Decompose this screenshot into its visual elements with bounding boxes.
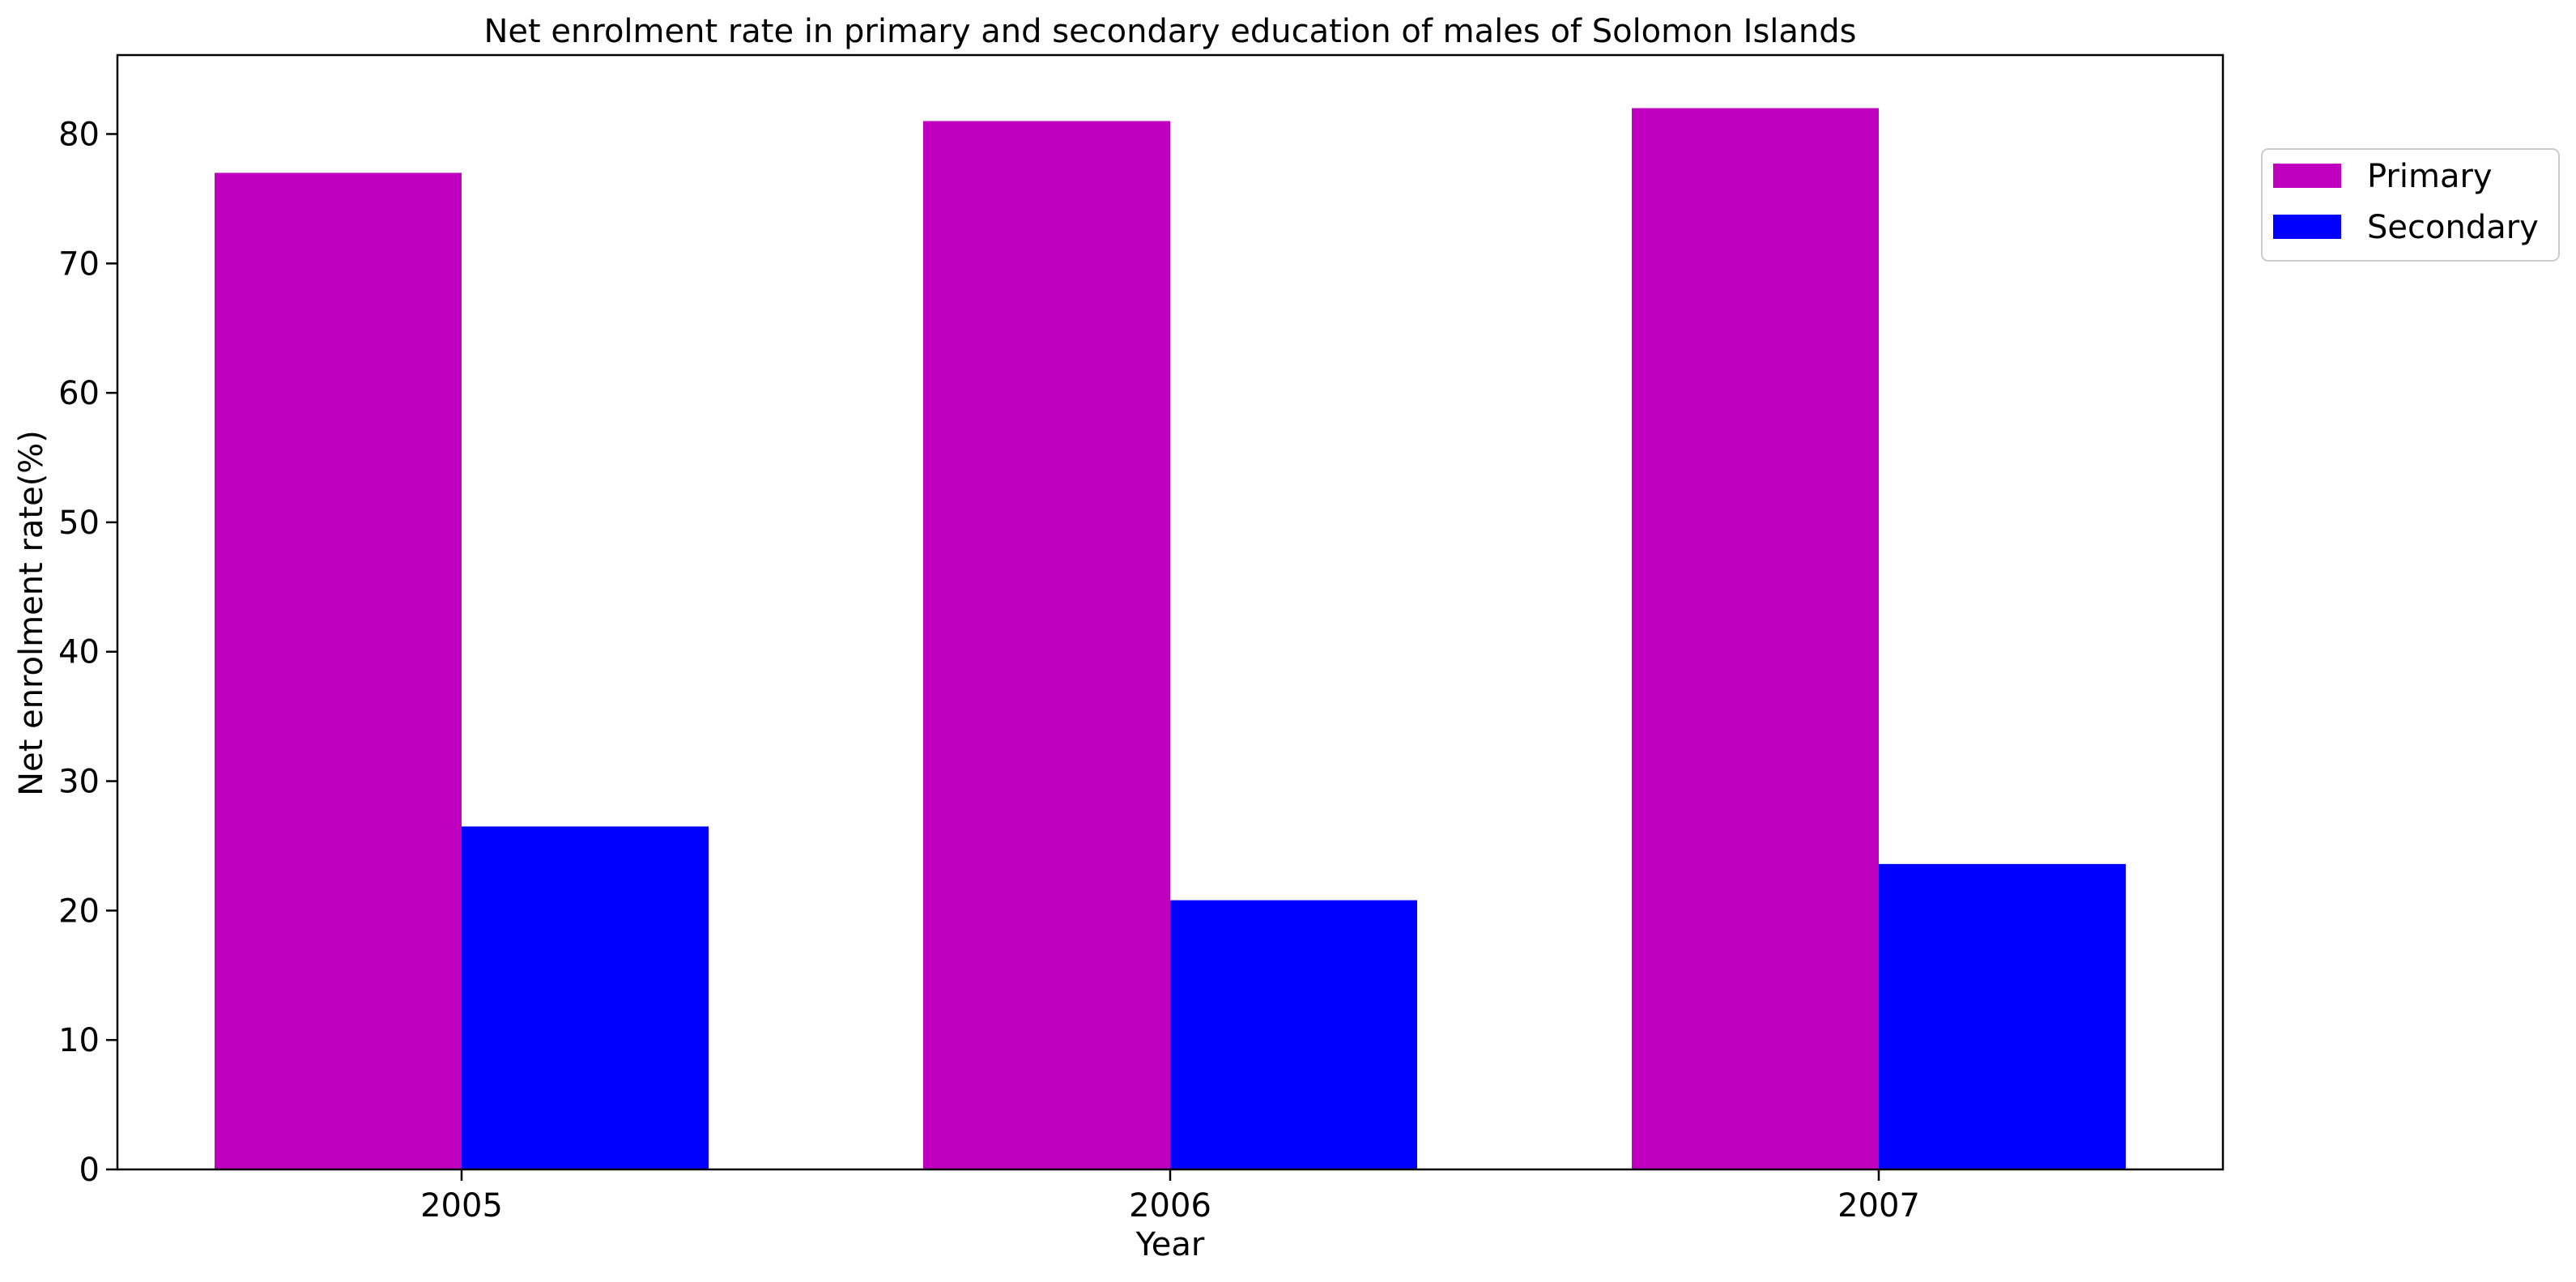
legend: Primary Secondary <box>2261 148 2560 262</box>
plot-area-frame <box>116 53 2225 1171</box>
y-tick-label: 60 <box>58 375 100 412</box>
x-tick-label-2006: 2006 <box>1129 1187 1211 1225</box>
legend-swatch-primary <box>2273 164 2341 188</box>
bar-primary-2007 <box>1632 108 1879 1169</box>
y-tick-label: 50 <box>58 505 100 542</box>
bar-secondary-2006 <box>1170 900 1417 1169</box>
bars-layer <box>215 108 2126 1169</box>
bar-secondary-2005 <box>462 826 709 1169</box>
legend-label-primary: Primary <box>2367 158 2493 195</box>
y-tick-label: 30 <box>58 764 100 801</box>
y-tick-label: 20 <box>58 892 100 930</box>
ticks-layer: 0 10 20 30 40 50 60 70 80 2005 2006 2007 <box>58 116 1920 1225</box>
legend-items: Primary Secondary <box>2273 158 2539 246</box>
x-tick-label-2005: 2005 <box>420 1187 503 1225</box>
y-axis-label: Net enrolment rate(%) <box>13 430 50 796</box>
x-axis-label: Year <box>1135 1226 1205 1263</box>
y-tick-label: 40 <box>58 634 100 671</box>
y-tick-label: 70 <box>58 245 100 283</box>
bar-primary-2005 <box>215 172 462 1169</box>
y-tick-label: 80 <box>58 116 100 153</box>
y-tick-label: 10 <box>58 1022 100 1059</box>
bar-secondary-2007 <box>1879 863 2126 1169</box>
x-tick-label-2007: 2007 <box>1837 1187 1920 1225</box>
legend-label-secondary: Secondary <box>2367 209 2539 246</box>
bar-primary-2006 <box>923 121 1170 1169</box>
legend-swatch-secondary <box>2273 215 2341 239</box>
y-tick-label: 0 <box>79 1152 100 1189</box>
chart-title: Net enrolment rate in primary and second… <box>483 13 1856 50</box>
